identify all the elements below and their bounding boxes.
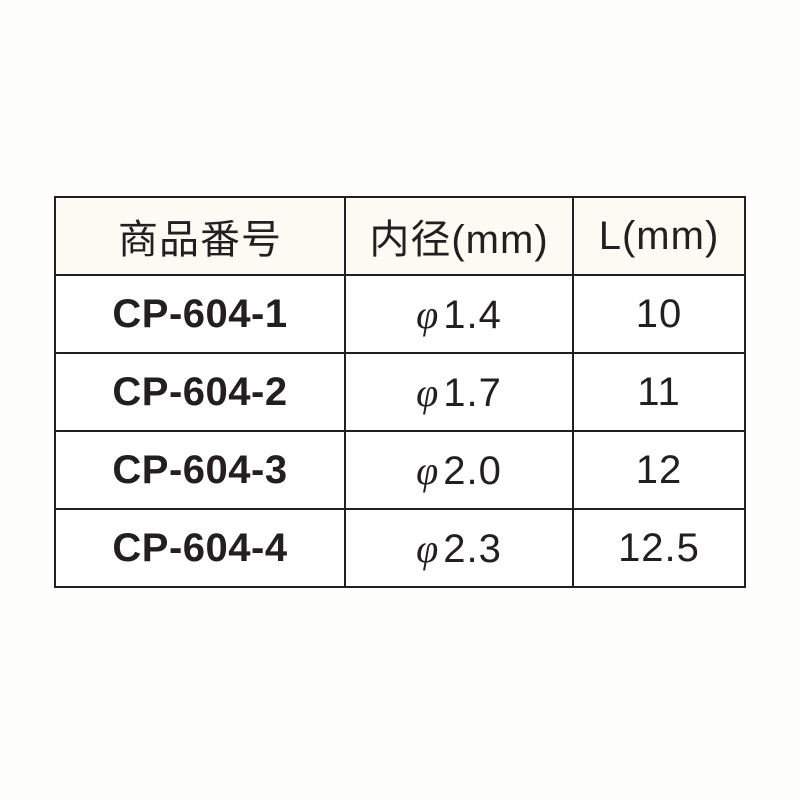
cell-length: 12.5	[573, 509, 745, 587]
diameter-value: 2.0	[443, 449, 502, 493]
diameter-value: 1.7	[443, 371, 502, 415]
cell-length: 12	[573, 431, 745, 509]
spec-table-container: 商品番号 内径(mm) L(mm) CP-604-1 φ1.4 10 CP-60…	[54, 196, 744, 588]
cell-diameter: φ1.7	[345, 353, 573, 431]
cell-code: CP-604-3	[55, 431, 345, 509]
cell-code: CP-604-2	[55, 353, 345, 431]
table-row: CP-604-3 φ2.0 12	[55, 431, 745, 509]
table-row: CP-604-4 φ2.3 12.5	[55, 509, 745, 587]
table-header-row: 商品番号 内径(mm) L(mm)	[55, 197, 745, 275]
cell-diameter: φ2.0	[345, 431, 573, 509]
page-canvas: 商品番号 内径(mm) L(mm) CP-604-1 φ1.4 10 CP-60…	[0, 0, 800, 800]
col-header-length: L(mm)	[573, 197, 745, 275]
diameter-value: 2.3	[443, 527, 502, 571]
phi-icon: φ	[416, 370, 443, 415]
col-header-diameter: 内径(mm)	[345, 197, 573, 275]
table-row: CP-604-2 φ1.7 11	[55, 353, 745, 431]
cell-code: CP-604-1	[55, 275, 345, 353]
table-row: CP-604-1 φ1.4 10	[55, 275, 745, 353]
cell-diameter: φ1.4	[345, 275, 573, 353]
phi-icon: φ	[416, 448, 443, 493]
phi-icon: φ	[416, 526, 443, 571]
spec-table: 商品番号 内径(mm) L(mm) CP-604-1 φ1.4 10 CP-60…	[54, 196, 746, 588]
cell-code: CP-604-4	[55, 509, 345, 587]
diameter-value: 1.4	[443, 293, 502, 337]
cell-length: 10	[573, 275, 745, 353]
col-header-code: 商品番号	[55, 197, 345, 275]
phi-icon: φ	[416, 292, 443, 337]
cell-length: 11	[573, 353, 745, 431]
cell-diameter: φ2.3	[345, 509, 573, 587]
